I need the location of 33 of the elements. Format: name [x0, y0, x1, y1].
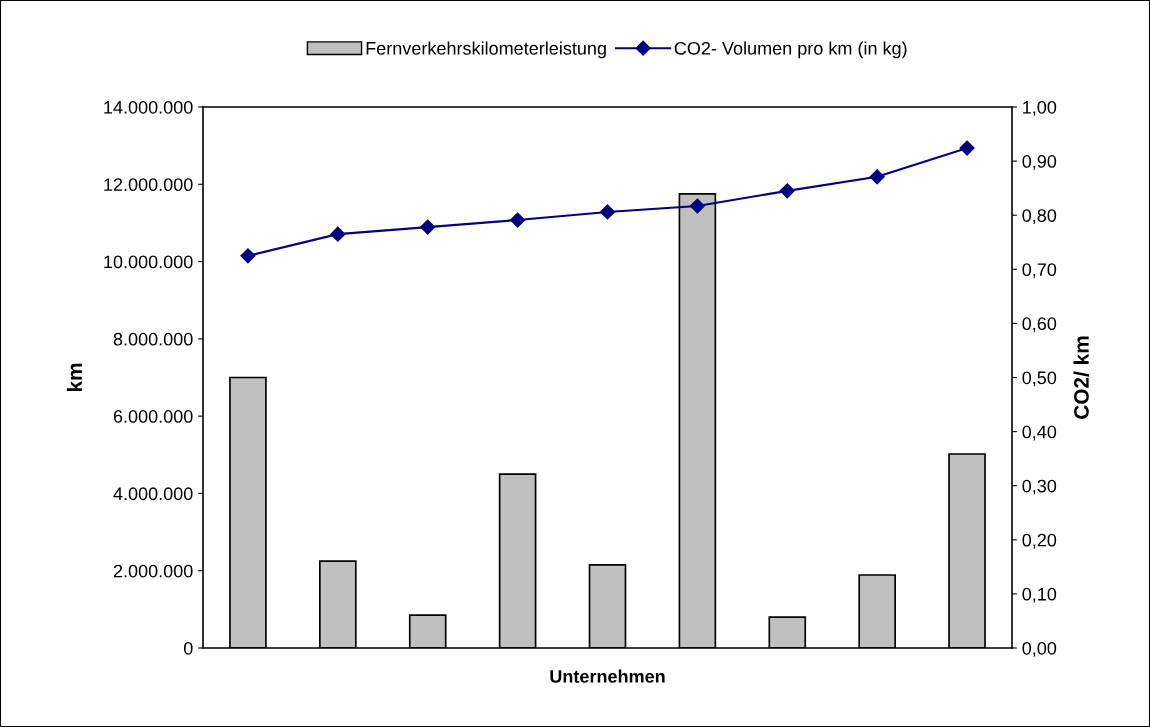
point — [330, 226, 346, 242]
y2-tick-label: 0,00 — [1022, 641, 1057, 657]
point — [240, 248, 256, 264]
y-tick-label: 8.000.000 — [113, 332, 193, 346]
y-axis-title: km — [66, 363, 82, 392]
y-tick-label: 12.000.000 — [104, 178, 193, 192]
x-axis-title: Unternehmen — [550, 669, 665, 683]
y-tick-label: 0 — [183, 641, 193, 655]
point — [869, 169, 885, 185]
y2-tick-label: 0,60 — [1022, 317, 1057, 333]
y2-tick-label: 0,90 — [1022, 155, 1057, 170]
y-tick-label: 6.000.000 — [113, 410, 193, 423]
y2-axis-title: CO2/ km — [1073, 336, 1090, 419]
point — [689, 198, 705, 214]
y-tick-label: 4.000.000 — [113, 487, 193, 501]
y2-tick-label: 0,20 — [1022, 533, 1057, 549]
y-tick-label: 14.000.000 — [104, 100, 193, 114]
y2-tick-label: 0,30 — [1022, 479, 1057, 495]
y2-tick-label: 0,10 — [1022, 587, 1057, 603]
point — [959, 140, 975, 156]
y-tick-label: 10.000.000 — [104, 255, 193, 269]
y2-tick-label: 0,40 — [1022, 425, 1057, 441]
point — [510, 212, 526, 228]
y-tick-label: 2.000.000 — [113, 564, 193, 578]
point — [420, 219, 436, 235]
legend-label: CO2- Volumen pro km (in kg) — [674, 41, 907, 59]
y2-tick-label: 0,70 — [1022, 263, 1057, 279]
y2-tick-label: 1,00 — [1023, 100, 1057, 116]
point — [599, 204, 616, 220]
y2-tick-label: 0,80 — [1022, 209, 1057, 225]
y2-tick-label: 0,50 — [1022, 371, 1057, 387]
point — [779, 183, 795, 199]
legend-label: Fernverkehrskilometerleistung — [366, 41, 606, 59]
